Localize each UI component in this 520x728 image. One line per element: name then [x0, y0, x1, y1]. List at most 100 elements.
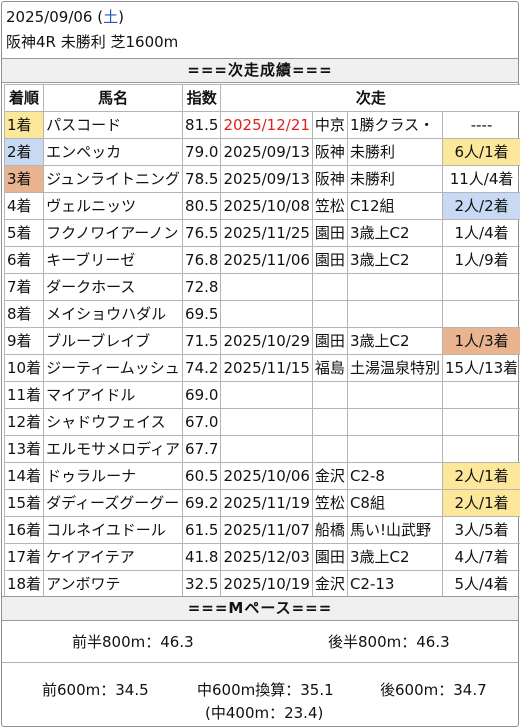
column-next-race: 次走 [220, 84, 520, 112]
cell-rank: 14着 [3, 462, 45, 490]
table-row: 15着 ダディーズグーグー 69.2 2025/11/19 笠松 C8組 2人/1着 [3, 489, 520, 517]
table-row: 5着 フクノワイアーノン 76.5 2025/11/25 園田 3歳上C2 1人/4着 [3, 219, 520, 247]
cell-index: 41.8 [182, 543, 222, 571]
cell-horse-name: エンペッカ [43, 138, 184, 166]
race-title: 阪神4R 未勝利 芝1600m [6, 33, 179, 51]
cell-next-venue [311, 381, 348, 409]
cell-next-race-name [346, 273, 443, 301]
weekday-open: ( [97, 8, 104, 26]
cell-next-race-name: C2-8 [346, 462, 443, 490]
table-row: 3着 ジュンライトニング 78.5 2025/09/13 阪神 未勝利 11人/4着 [3, 165, 520, 193]
cell-next-result: 1人/3着 [441, 327, 520, 355]
cell-next-venue: 福島 [311, 354, 348, 382]
pace-first-half: 前半800m：46.3 [72, 633, 194, 651]
cell-horse-name: フクノワイアーノン [43, 219, 184, 247]
cell-next-venue: 園田 [311, 327, 348, 355]
cell-index: 69.5 [182, 300, 222, 328]
cell-index: 78.5 [182, 165, 222, 193]
cell-next-race-name: C8組 [346, 489, 443, 517]
cell-next-venue: 笠松 [311, 192, 348, 220]
pace-heading: ===Mペース=== [2, 596, 518, 621]
cell-rank: 6着 [3, 246, 45, 274]
cell-horse-name: ジュンライトニング [43, 165, 184, 193]
cell-next-result [441, 300, 520, 328]
cell-index: 76.5 [182, 219, 222, 247]
cell-next-venue: 園田 [311, 543, 348, 571]
table-row: 6着 キーブリーゼ 76.8 2025/11/06 園田 3歳上C2 1人/9着 [3, 246, 520, 274]
cell-horse-name: エルモサメロディア [43, 435, 184, 463]
cell-next-date: 2025/10/29 [220, 327, 313, 355]
cell-index: 71.5 [182, 327, 222, 355]
cell-index: 79.0 [182, 138, 222, 166]
pace-divider [2, 662, 518, 663]
cell-index: 69.2 [182, 489, 222, 517]
cell-horse-name: ダークホース [43, 273, 184, 301]
cell-next-date [220, 381, 313, 409]
cell-index: 76.8 [182, 246, 222, 274]
cell-next-date: 2025/10/06 [220, 462, 313, 490]
cell-next-race-name: 3歳上C2 [346, 543, 443, 571]
cell-horse-name: アンボワテ [43, 570, 184, 598]
cell-next-date: 2025/10/19 [220, 570, 313, 598]
cell-next-venue: 金沢 [311, 462, 348, 490]
cell-next-date: 2025/11/06 [220, 246, 313, 274]
cell-next-date: 2025/10/08 [220, 192, 313, 220]
cell-next-venue: 金沢 [311, 570, 348, 598]
cell-next-result [441, 273, 520, 301]
table-row: 8着 メイショウハダル 69.5 [3, 300, 520, 328]
cell-rank: 2着 [3, 138, 45, 166]
cell-rank: 8着 [3, 300, 45, 328]
cell-next-venue [311, 408, 348, 436]
results-header-row: 着順 馬名 指数 次走 [3, 84, 520, 112]
cell-next-result [441, 381, 520, 409]
cell-next-venue: 園田 [311, 246, 348, 274]
pace-last-600: 後600m：34.7 [380, 681, 487, 699]
cell-rank: 4着 [3, 192, 45, 220]
cell-rank: 1着 [3, 111, 45, 139]
cell-rank: 16着 [3, 516, 45, 544]
cell-next-race-name [346, 300, 443, 328]
cell-index: 67.7 [182, 435, 222, 463]
cell-rank: 10着 [3, 354, 45, 382]
cell-horse-name: ドゥラルーナ [43, 462, 184, 490]
cell-horse-name: マイアイドル [43, 381, 184, 409]
cell-next-venue [311, 435, 348, 463]
table-row: 17着 ケイアイテア 41.8 2025/12/03 園田 3歳上C2 4人/7着 [3, 543, 520, 571]
cell-horse-name: コルネイユドール [43, 516, 184, 544]
pace-middle-600: 中600m換算：35.1 [197, 681, 334, 699]
cell-next-date [220, 408, 313, 436]
cell-next-race-name [346, 381, 443, 409]
cell-index: 72.8 [182, 273, 222, 301]
column-rank: 着順 [3, 84, 45, 112]
cell-rank: 5着 [3, 219, 45, 247]
cell-horse-name: ケイアイテア [43, 543, 184, 571]
cell-next-date: 2025/11/07 [220, 516, 313, 544]
cell-next-race-name [346, 435, 443, 463]
pace-first-600: 前600m：34.5 [42, 681, 149, 699]
cell-next-race-name: 3歳上C2 [346, 246, 443, 274]
table-row: 1着 パスコード 81.5 2025/12/21 中京 1勝クラス・ ---- [3, 111, 520, 139]
cell-rank: 17着 [3, 543, 45, 571]
cell-horse-name: ヴェルニッツ [43, 192, 184, 220]
cell-next-result: 6人/1着 [441, 138, 520, 166]
cell-next-date [220, 435, 313, 463]
cell-rank: 15着 [3, 489, 45, 517]
cell-next-result: 3人/5着 [441, 516, 520, 544]
cell-next-date: 2025/09/13 [220, 165, 313, 193]
cell-next-venue: 中京 [311, 111, 348, 139]
table-row: 12着 シャドウフェイス 67.0 [3, 408, 520, 436]
cell-next-venue: 船橋 [311, 516, 348, 544]
cell-next-date: 2025/11/15 [220, 354, 313, 382]
cell-next-result: 2人/1着 [441, 462, 520, 490]
cell-horse-name: ブルーブレイブ [43, 327, 184, 355]
table-row: 4着 ヴェルニッツ 80.5 2025/10/08 笠松 C12組 2人/2着 [3, 192, 520, 220]
cell-rank: 12着 [3, 408, 45, 436]
pace-second-half: 後半800m：46.3 [328, 633, 450, 651]
cell-horse-name: メイショウハダル [43, 300, 184, 328]
cell-horse-name: キーブリーゼ [43, 246, 184, 274]
cell-rank: 7着 [3, 273, 45, 301]
cell-rank: 13着 [3, 435, 45, 463]
cell-horse-name: シャドウフェイス [43, 408, 184, 436]
cell-next-race-name [346, 408, 443, 436]
